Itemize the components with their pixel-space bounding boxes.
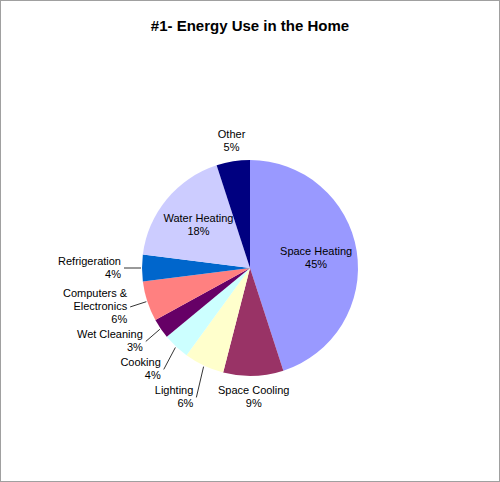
slice-label-line: Lighting — [155, 384, 194, 396]
leader-line — [124, 268, 141, 269]
data-label: 18% — [187, 225, 209, 237]
slice-label-line: Other — [218, 128, 246, 140]
data-label: 4% — [105, 268, 121, 280]
data-label: 9% — [246, 397, 262, 409]
data-label: 45% — [305, 258, 327, 270]
slice-label: Lighting — [155, 384, 194, 396]
chart-frame — [1, 1, 500, 482]
slice-label-line: Refrigeration — [58, 255, 121, 267]
slice-label: Refrigeration — [58, 255, 121, 267]
slice-label: Cooking — [120, 356, 160, 368]
slice-label: Computers &Electronics — [63, 287, 128, 312]
data-label: 4% — [145, 369, 161, 381]
slice-label-line: Space Heating — [280, 245, 352, 257]
slice-label: Space Heating — [280, 245, 352, 257]
slice-label-line: Space Cooling — [218, 384, 290, 396]
slice-label-line: Computers & — [63, 287, 128, 299]
leader-line — [196, 367, 203, 398]
slice-label: Other — [218, 128, 246, 140]
slice-label: Water Heating — [163, 212, 233, 224]
slice-label-line: Electronics — [73, 300, 127, 312]
data-label: 6% — [111, 313, 127, 325]
leader-line — [130, 302, 146, 307]
slice-label: Wet Cleaning — [77, 328, 143, 340]
slice-label-line: Cooking — [120, 356, 160, 368]
slice-label-line: Wet Cleaning — [77, 328, 143, 340]
slice-label-line: Water Heating — [163, 212, 233, 224]
slice-label: Space Cooling — [218, 384, 290, 396]
label-group: Space Heating45%Space Cooling9%Lighting6… — [58, 128, 352, 409]
data-label: 6% — [177, 397, 193, 409]
leader-line — [146, 329, 160, 341]
chart-svg: #1- Energy Use in the HomeSpace Heating4… — [0, 0, 500, 482]
data-label: 5% — [224, 141, 240, 153]
data-label: 3% — [127, 341, 143, 353]
chart-title: #1- Energy Use in the Home — [151, 17, 349, 34]
pie-group — [142, 160, 358, 376]
leader-line — [164, 347, 176, 369]
